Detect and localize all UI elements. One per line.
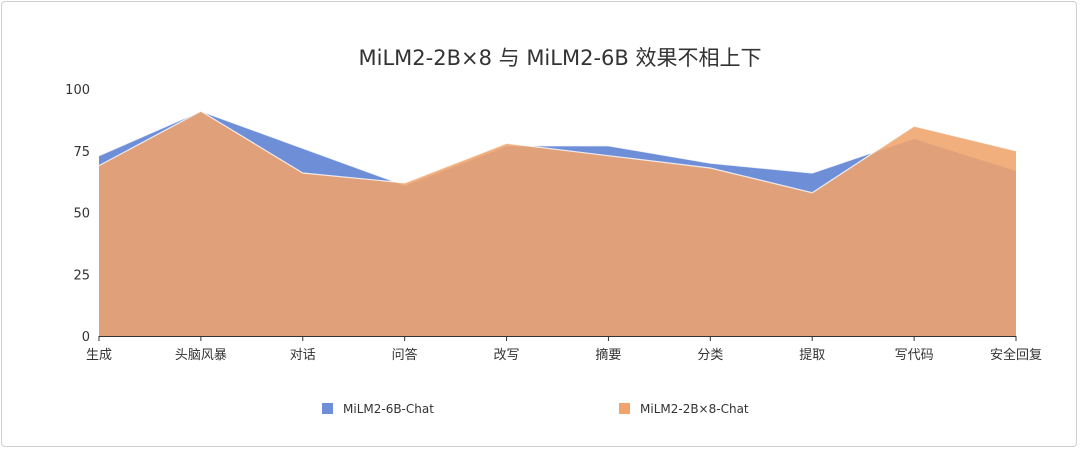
x-tick-label: 问答 [392,347,418,363]
x-tick-label: 对话 [290,348,316,363]
x-tick-label: 摘要 [595,347,621,363]
x-axis: 生成 头脑风暴 对话 问答 改写 摘要 分类 提取 写代码 安全回复 [86,336,1042,363]
legend-label-2[interactable]: MiLM2-2B×8-Chat [640,402,749,416]
y-tick-label: 75 [73,145,90,160]
area-series-2 [99,111,1016,336]
x-tick-label: 提取 [799,347,825,363]
y-tick-label: 25 [73,268,90,283]
legend-swatch-1[interactable] [322,403,333,414]
x-tick-label: 写代码 [895,348,934,363]
x-tick-label: 改写 [494,348,520,363]
legend: MiLM2-6B-Chat MiLM2-2B×8-Chat [322,402,749,416]
x-tick-label: 分类 [697,348,723,363]
legend-swatch-2[interactable] [619,403,630,414]
y-tick-label: 100 [65,83,90,98]
chart-title: MiLM2-2B×8 与 MiLM2-6B 效果不相上下 [359,46,762,70]
series-line-1 [98,110,1017,186]
x-tick-label: 安全回复 [990,347,1042,363]
x-tick-label: 生成 [86,348,112,363]
y-axis: 0 25 50 75 100 [65,83,90,345]
legend-label-1[interactable]: MiLM2-6B-Chat [343,402,434,416]
y-tick-label: 0 [82,330,90,345]
y-tick-label: 50 [73,207,90,222]
series-line-2 [98,110,1017,194]
areas-group [98,110,1017,336]
x-tick-label: 头脑风暴 [175,348,227,363]
